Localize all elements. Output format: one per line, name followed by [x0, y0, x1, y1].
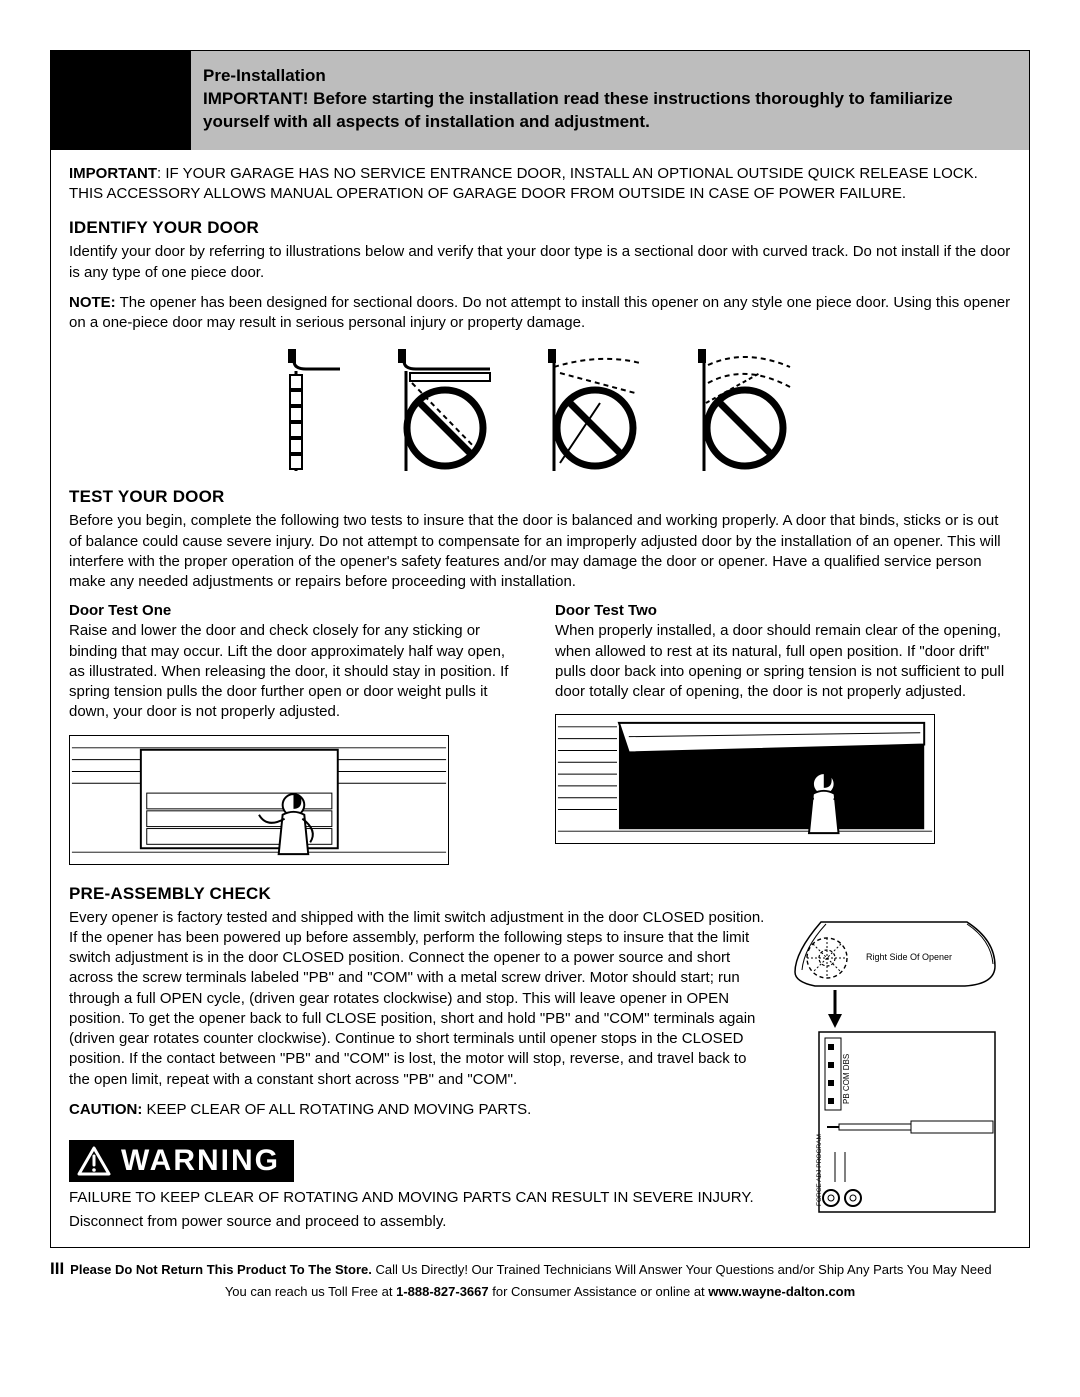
footer-url: www.wayne-dalton.com	[708, 1284, 855, 1299]
door-test-two-body: When properly installed, a door should r…	[555, 621, 1011, 702]
identify-note-label: NOTE:	[69, 294, 116, 311]
door-test-one-illustration	[69, 735, 449, 865]
warning-line2: Disconnect from power source and proceed…	[69, 1212, 771, 1232]
test-heading: TEST YOUR DOOR	[69, 487, 1011, 507]
diagram-force-adj-label: FORCE ADJ PROGRAM	[816, 1134, 823, 1206]
door-test-two-illustration	[555, 714, 935, 844]
content-area: IMPORTANT: IF YOUR GARAGE HAS NO SERVICE…	[51, 150, 1029, 1247]
diagram-right-side-label: Right Side Of Opener	[866, 952, 952, 962]
top-important-para: IMPORTANT: IF YOUR GARAGE HAS NO SERVICE…	[69, 164, 1011, 205]
one-piece-pivot-no-icon	[540, 343, 650, 473]
preassembly-caution-label: CAUTION:	[69, 1101, 142, 1118]
identify-note: NOTE: The opener has been designed for s…	[69, 293, 1011, 334]
warning-triangle-icon	[77, 1146, 111, 1176]
door-test-two: Door Test Two When properly installed, a…	[555, 602, 1011, 869]
preassembly-text-col: Every opener is factory tested and shipp…	[69, 908, 771, 1233]
header-important: IMPORTANT! Before starting the installat…	[203, 88, 1013, 134]
door-tests-row: Door Test One Raise and lower the door a…	[69, 602, 1011, 869]
canopy-door-no-icon	[690, 343, 800, 473]
identify-note-text: The opener has been designed for section…	[69, 294, 1010, 331]
door-test-one: Door Test One Raise and lower the door a…	[69, 602, 525, 869]
top-important-label: IMPORTANT	[69, 165, 157, 182]
header-band: Pre-Installation IMPORTANT! Before start…	[51, 51, 1029, 150]
identify-body: Identify your door by referring to illus…	[69, 242, 1011, 283]
footer-phone: 1-888-827-3667	[396, 1284, 489, 1299]
test-body: Before you begin, complete the following…	[69, 511, 1011, 592]
header-black-block	[51, 51, 191, 150]
page-number: III	[50, 1258, 64, 1281]
door-test-one-heading: Door Test One	[69, 602, 525, 619]
preassembly-row: Every opener is factory tested and shipp…	[69, 908, 1011, 1233]
preassembly-caution-text: KEEP CLEAR OF ALL ROTATING AND MOVING PA…	[142, 1101, 531, 1118]
warning-box: WARNING	[69, 1140, 294, 1182]
footer-bold-lead: Please Do Not Return This Product To The…	[70, 1262, 372, 1277]
identify-heading: IDENTIFY YOUR DOOR	[69, 218, 1011, 238]
one-piece-door-no-icon	[390, 343, 500, 473]
warning-line1: FAILURE TO KEEP CLEAR OF ROTATING AND MO…	[69, 1188, 771, 1208]
door-test-two-heading: Door Test Two	[555, 602, 1011, 619]
footer-rest: Call Us Directly! Our Trained Technician…	[372, 1262, 992, 1277]
footer-line1: III Please Do Not Return This Product To…	[50, 1258, 1030, 1281]
footer-line2-mid: for Consumer Assistance or online at	[489, 1284, 709, 1299]
door-type-icons	[69, 343, 1011, 473]
preassembly-caution: CAUTION: KEEP CLEAR OF ALL ROTATING AND …	[69, 1100, 771, 1120]
preassembly-heading: PRE-ASSEMBLY CHECK	[69, 884, 1011, 904]
page-frame: Pre-Installation IMPORTANT! Before start…	[50, 50, 1030, 1248]
door-test-one-body: Raise and lower the door and check close…	[69, 621, 525, 722]
header-text: Pre-Installation IMPORTANT! Before start…	[191, 51, 1029, 150]
top-important-text: : IF YOUR GARAGE HAS NO SERVICE ENTRANCE…	[69, 165, 978, 202]
opener-diagram: Right Side Of Opener	[791, 908, 1011, 1233]
header-title: Pre-Installation	[203, 65, 1013, 88]
footer-line2: You can reach us Toll Free at 1-888-827-…	[50, 1283, 1030, 1301]
footer-line2-pre: You can reach us Toll Free at	[225, 1284, 396, 1299]
sectional-door-ok-icon	[280, 343, 350, 473]
diagram-terminal-labels: PB COM DBS	[842, 1053, 851, 1103]
page-footer: III Please Do Not Return This Product To…	[50, 1258, 1030, 1300]
preassembly-body: Every opener is factory tested and shipp…	[69, 908, 771, 1090]
warning-text: WARNING	[121, 1144, 280, 1178]
